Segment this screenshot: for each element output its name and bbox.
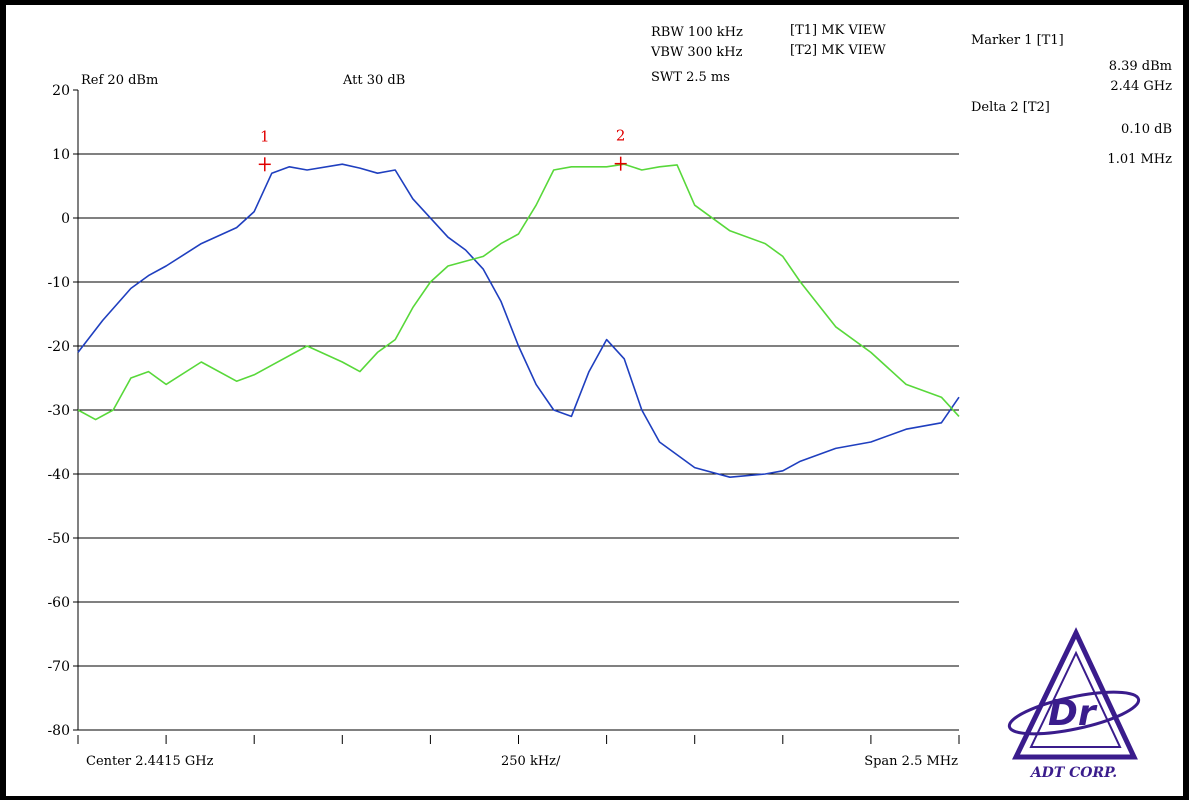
vbw-label: VBW 300 kHz [650, 45, 743, 60]
span-label: Span 2.5 MHz [864, 754, 958, 769]
trace-2 [77, 163, 960, 421]
marker-label: 2 [616, 127, 626, 145]
delta2-level: 0.10 dB [1121, 122, 1172, 137]
trace-1 [77, 163, 960, 479]
analyzer-display: Ref 20 dBm Att 30 dB RBW 100 kHz VBW 300… [6, 5, 1183, 796]
center-freq-label: Center 2.4415 GHz [86, 754, 214, 769]
adt-corp-logo: Dr ADT CORP. [1007, 627, 1141, 781]
y-tick-label: 10 [52, 147, 70, 163]
rbw-label: RBW 100 kHz [651, 25, 743, 40]
spectrum-plot: Ref 20 dBm Att 30 dB RBW 100 kHz VBW 300… [47, 23, 1172, 781]
delta2-title: Delta 2 [T2] [971, 100, 1050, 115]
y-tick-label: -20 [47, 339, 70, 355]
y-tick-labels: 20 10 0 -10 -20 -30 -40 -50 -60 -70 -80 [47, 83, 70, 739]
y-tick-label: -60 [47, 595, 70, 611]
y-tick-label: -70 [47, 659, 70, 675]
y-tick-label: -50 [47, 531, 70, 547]
y-tick-label: -30 [47, 403, 70, 419]
trace2-mode-label: [T2] MK VIEW [790, 43, 886, 58]
logo-text: ADT CORP. [1029, 765, 1117, 781]
y-tick-label: 20 [52, 83, 70, 99]
x-tick-marks [77, 735, 960, 744]
y-tick-label: -10 [47, 275, 70, 291]
span-per-div-label: 250 kHz/ [501, 754, 561, 769]
attenuation-label: Att 30 dB [342, 73, 405, 88]
logo-triangle [1012, 627, 1138, 760]
marker1-level: 8.39 dBm [1109, 59, 1172, 74]
sweep-time-label: SWT 2.5 ms [651, 70, 730, 85]
y-tick-label: -40 [47, 467, 70, 483]
traces [77, 163, 960, 479]
marker1-freq: 2.44 GHz [1110, 79, 1172, 94]
marker1-title: Marker 1 [T1] [971, 33, 1064, 48]
grid-lines [73, 89, 959, 731]
logo-mark: Dr [1048, 693, 1098, 734]
marker-label: 1 [260, 127, 270, 145]
y-tick-label: -80 [47, 723, 70, 739]
delta2-freq: 1.01 MHz [1107, 152, 1172, 167]
ref-level-label: Ref 20 dBm [81, 73, 158, 88]
y-tick-label: 0 [61, 211, 70, 227]
trace1-mode-label: [T1] MK VIEW [790, 23, 886, 38]
logo-orbit [1007, 690, 1141, 736]
